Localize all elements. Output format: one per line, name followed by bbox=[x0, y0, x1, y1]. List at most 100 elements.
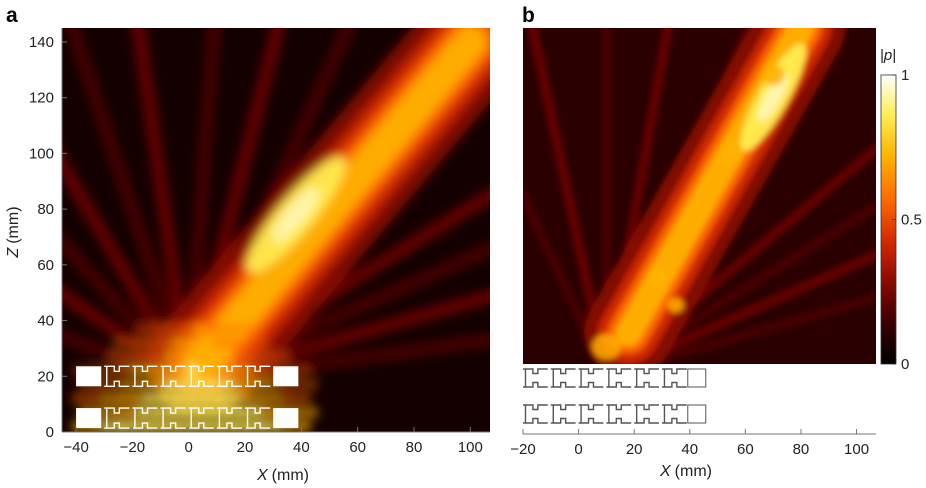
x-tick-label: 100 bbox=[844, 441, 869, 458]
near-field-blob bbox=[114, 392, 129, 405]
near-field-blob bbox=[254, 420, 269, 432]
near-field-blob bbox=[226, 336, 241, 349]
structure-unit-cell bbox=[245, 407, 271, 429]
structure-unit-cell bbox=[523, 404, 548, 424]
structure-unit-cell bbox=[634, 404, 659, 424]
near-field-blob bbox=[156, 392, 171, 405]
near-field-blob bbox=[142, 364, 157, 377]
panel-a-y-axis-title: Z(mm) bbox=[5, 206, 22, 258]
near-field-blob bbox=[170, 336, 185, 349]
near-field-blob bbox=[170, 420, 185, 432]
structure-unit-cell bbox=[160, 407, 186, 429]
near-field-blob bbox=[177, 406, 192, 419]
near-field-blob bbox=[85, 392, 100, 405]
near-field-blob bbox=[205, 406, 220, 419]
heatmap-field bbox=[62, 28, 490, 432]
axes-panel-a: −40 −20 0 20 40 60 80 100 0 20 40 60 80 100 120 140 bbox=[29, 28, 490, 456]
near-field-blob bbox=[142, 336, 157, 349]
structure-unit-cell bbox=[160, 365, 186, 387]
near-field-blob bbox=[114, 364, 129, 377]
side-lobe bbox=[131, 28, 196, 389]
near-field-blob bbox=[233, 322, 248, 335]
near-field-blob bbox=[254, 364, 269, 377]
hot-spot bbox=[591, 334, 621, 360]
colorbar-tick-label: 1 bbox=[901, 67, 909, 84]
structure-block bbox=[76, 408, 102, 429]
near-field-blob bbox=[205, 378, 220, 391]
panel-b-label: b bbox=[522, 4, 535, 27]
side-lobe bbox=[62, 328, 196, 389]
near-field-blob bbox=[261, 350, 276, 363]
side-lobe bbox=[62, 285, 196, 389]
near-field-blob bbox=[297, 420, 312, 432]
structure-unit-cell bbox=[188, 407, 214, 429]
structure-block bbox=[687, 404, 707, 424]
near-field-blob bbox=[261, 378, 276, 391]
near-field-blob bbox=[135, 322, 150, 335]
near-field-blob bbox=[149, 406, 164, 419]
near-field-blob bbox=[177, 378, 192, 391]
x-tick-label: 40 bbox=[681, 441, 698, 458]
near-field-blob bbox=[297, 392, 312, 405]
near-field-blob bbox=[198, 420, 213, 432]
y-tick-label: 100 bbox=[29, 145, 54, 162]
axes-panel-b: −20 0 20 40 60 80 100 bbox=[510, 429, 876, 458]
near-field-blob bbox=[149, 350, 164, 363]
x-tick-label: 20 bbox=[237, 439, 254, 456]
beam-core bbox=[272, 187, 319, 242]
side-lobe bbox=[617, 249, 876, 364]
near-field-blob bbox=[184, 392, 199, 405]
side-lobe bbox=[527, 28, 610, 364]
y-tick-label: 60 bbox=[37, 257, 54, 274]
heatmap-field bbox=[523, 28, 876, 364]
near-field-blob bbox=[198, 364, 213, 377]
near-field-blob bbox=[128, 392, 143, 405]
near-field-blob bbox=[163, 322, 178, 335]
hot-spot bbox=[761, 64, 785, 86]
y-tick-label: 0 bbox=[46, 424, 54, 441]
x-tick-label: 80 bbox=[793, 441, 810, 458]
structure-unit-cell bbox=[188, 365, 214, 387]
x-tick-label: 0 bbox=[574, 441, 582, 458]
structure-block bbox=[273, 408, 299, 429]
heatmap-panel-b bbox=[523, 28, 876, 424]
y-tick-label: 80 bbox=[37, 201, 54, 218]
near-field-blob bbox=[226, 364, 241, 377]
near-field-blob bbox=[226, 420, 241, 432]
side-lobe bbox=[523, 184, 607, 364]
panel-b-x-axis-title: X (mm) bbox=[659, 463, 712, 480]
near-field-blob bbox=[71, 392, 86, 405]
panel-a-x-axis-title: X (mm) bbox=[256, 467, 309, 484]
x-tick-label: 0 bbox=[185, 439, 193, 456]
near-field-blob bbox=[247, 322, 262, 335]
near-field-blob bbox=[304, 378, 319, 391]
near-field-blob bbox=[297, 364, 312, 377]
near-field-blob bbox=[276, 350, 291, 363]
x-tick-label: 60 bbox=[349, 439, 366, 456]
near-field-blob bbox=[198, 336, 213, 349]
near-field-blob bbox=[142, 420, 157, 432]
x-tick-label: 80 bbox=[406, 439, 423, 456]
structure-unit-cell bbox=[606, 368, 632, 388]
hot-spot bbox=[718, 141, 745, 164]
structure-unit-cell bbox=[578, 368, 604, 388]
side-lobe bbox=[613, 200, 876, 364]
near-field-blob bbox=[254, 392, 269, 405]
hot-spot bbox=[645, 267, 668, 288]
near-field-blob bbox=[156, 336, 171, 349]
near-field-blob bbox=[304, 406, 319, 419]
colorbar-tick-label: 0 bbox=[901, 356, 909, 373]
near-field-blob bbox=[184, 336, 199, 349]
structure-unit-cell bbox=[606, 404, 632, 424]
near-field-blob bbox=[247, 350, 262, 363]
side-lobe bbox=[625, 292, 876, 364]
near-field-blob bbox=[283, 392, 298, 405]
near-field-blob bbox=[191, 322, 206, 335]
structure-unit-cell bbox=[523, 368, 548, 388]
near-field-blob bbox=[205, 322, 220, 335]
near-field-blob bbox=[163, 350, 178, 363]
near-field-blob bbox=[142, 392, 157, 405]
x-tick-label: −20 bbox=[510, 441, 535, 458]
beam-layer bbox=[186, 28, 487, 379]
near-field-blob bbox=[233, 378, 248, 391]
